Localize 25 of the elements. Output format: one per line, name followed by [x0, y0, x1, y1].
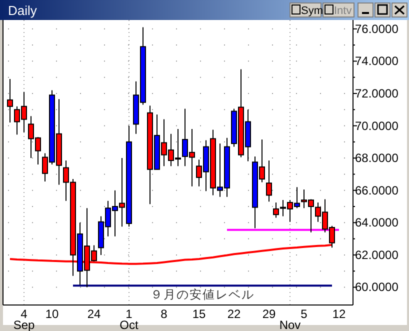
y-tick-label: 70.0000 — [355, 118, 399, 133]
chart-title: Daily — [8, 3, 38, 18]
text: Intv — [334, 5, 352, 17]
x-tick-label: 15 — [192, 307, 206, 321]
x-tick-label: 5 — [300, 307, 308, 321]
y-tick-label: 62.0000 — [355, 248, 399, 262]
y-tick-label: 68.0000 — [355, 151, 399, 166]
y-tick-label: 74.0000 — [355, 54, 399, 68]
y-tick-label: 60.0000 — [355, 280, 399, 294]
series-label: ９月の安値レベル — [150, 288, 254, 302]
x-tick-label: 12 — [332, 307, 346, 321]
y-tick-label: 76.0000 — [355, 22, 399, 36]
x-tick-label: 1 Oct — [120, 307, 139, 331]
x-tick-label: 29 — [262, 307, 276, 321]
x-tick-label: 24 — [87, 307, 101, 321]
x-tick-label: 10 — [45, 307, 59, 321]
y-tick-label: 64.0000 — [355, 216, 399, 230]
candlestick — [266, 160, 272, 202]
x-tick-label: Nov — [279, 318, 301, 331]
x-tick-label: 22 — [227, 307, 241, 321]
y-tick-label: 66.0000 — [355, 183, 399, 198]
candlestick — [7, 78, 13, 124]
y-tick-label: 72.0000 — [355, 86, 399, 100]
text: Sym — [301, 5, 323, 17]
x-tick-label: 8 — [160, 307, 168, 321]
